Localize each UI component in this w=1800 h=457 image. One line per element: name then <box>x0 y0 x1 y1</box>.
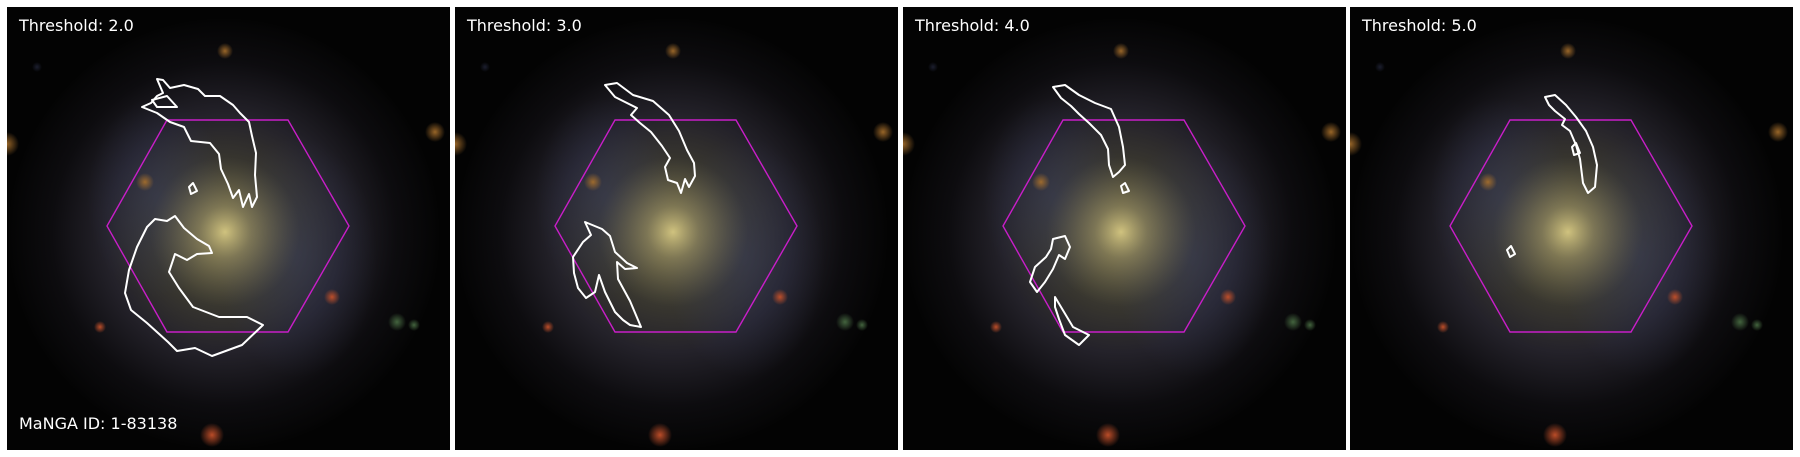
contour-south-arm <box>124 215 264 357</box>
threshold-label: Threshold: 2.0 <box>19 16 134 35</box>
galaxy-image <box>1350 7 1793 450</box>
manga-id-label: MaNGA ID: 1-83138 <box>19 414 178 433</box>
galaxy-image <box>903 7 1346 450</box>
contour-mid-knot <box>1120 182 1130 194</box>
contour-small-knot <box>1506 245 1516 258</box>
contour-outline <box>572 82 696 328</box>
contour-south-arm <box>1029 235 1071 293</box>
panel-threshold-3: Threshold: 3.0 <box>455 7 898 450</box>
contour-outline <box>1029 84 1130 346</box>
contour-north-arm <box>1052 84 1126 178</box>
contour-small-knot <box>188 182 198 195</box>
threshold-label: Threshold: 5.0 <box>1362 16 1477 35</box>
contour-north-arm <box>604 82 696 194</box>
contour-north-inner <box>1571 142 1581 156</box>
contour-north-inner <box>151 95 178 108</box>
galaxy-image <box>7 7 450 450</box>
panel-threshold-2: Threshold: 2.0 MaNGA ID: 1-83138 <box>7 7 450 450</box>
panel-threshold-5: Threshold: 5.0 <box>1350 7 1793 450</box>
contour-south-tail <box>1054 296 1090 346</box>
contour-north-arm <box>1544 94 1598 194</box>
contour-outline <box>124 78 264 357</box>
panel-threshold-4: Threshold: 4.0 <box>903 7 1346 450</box>
contour-south-arm <box>572 221 642 328</box>
contour-outline <box>1506 94 1598 258</box>
threshold-label: Threshold: 3.0 <box>467 16 582 35</box>
threshold-label: Threshold: 4.0 <box>915 16 1030 35</box>
galaxy-image <box>455 7 898 450</box>
contour-north-arm <box>141 78 258 208</box>
